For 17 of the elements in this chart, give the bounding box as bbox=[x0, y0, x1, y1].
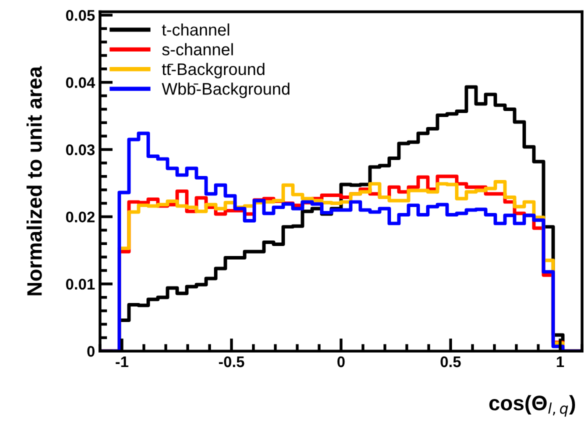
y-tick-label: 0.05 bbox=[66, 10, 95, 21]
legend-label: t-channel bbox=[162, 23, 230, 36]
x-tick-label: -1 bbox=[116, 356, 128, 368]
x-tick-label: 1 bbox=[556, 356, 564, 368]
y-axis-title: Normalized to unit area bbox=[26, 66, 42, 296]
x-tick-label: 0.5 bbox=[440, 356, 461, 368]
y-tick-label: 0.03 bbox=[66, 144, 95, 156]
x-tick-label: 0 bbox=[337, 356, 345, 368]
legend-label: tt̄-Background bbox=[162, 62, 264, 78]
y-tick-label: 0 bbox=[87, 346, 95, 357]
y-tick-label: 0.02 bbox=[66, 212, 95, 222]
y-tick-label: 0.04 bbox=[66, 77, 96, 88]
y-tick-label: 0.01 bbox=[66, 278, 95, 290]
x-tick-label: -0.5 bbox=[218, 356, 244, 368]
x-axis-title: cos(Θ$_{l,q}$) bbox=[489, 395, 576, 417]
legend-label: s-channel bbox=[162, 43, 233, 56]
legend-label: Wbb̄-Background bbox=[162, 82, 290, 98]
